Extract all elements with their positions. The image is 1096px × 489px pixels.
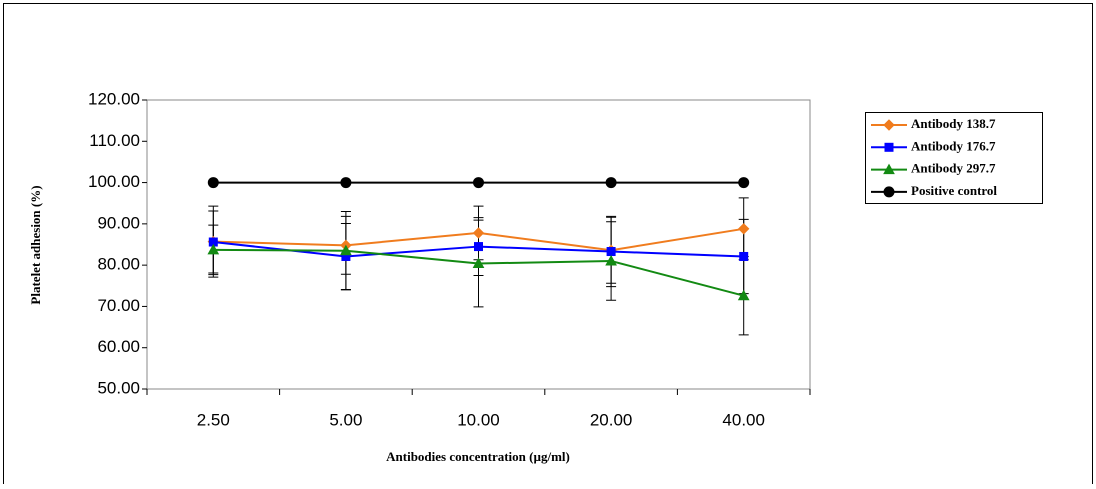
marker (472, 227, 485, 239)
marker (739, 251, 749, 261)
marker (883, 186, 895, 198)
legend-box (865, 112, 1043, 204)
marker (884, 142, 894, 152)
marker (472, 257, 485, 268)
legend-label: Antibody 176.7 (911, 138, 996, 153)
marker (340, 244, 352, 256)
y-tick-label: 80.00 (97, 255, 140, 274)
marker (605, 254, 617, 266)
marker (605, 177, 617, 189)
y-tick-label: 60.00 (97, 337, 140, 356)
x-axis-title: Antibodies concentration (µg/ml) (386, 449, 570, 464)
legend-label: Antibody 297.7 (911, 161, 996, 176)
chart-frame (3, 3, 1093, 489)
marker (606, 247, 616, 257)
y-tick-label: 120.00 (88, 89, 140, 108)
x-tick-label: 20.00 (590, 410, 633, 429)
y-tick-label: 90.00 (97, 213, 140, 232)
y-tick-label: 70.00 (97, 296, 140, 315)
marker (474, 242, 483, 252)
marker (473, 177, 484, 189)
marker (737, 223, 750, 235)
x-tick-label: 5.00 (329, 410, 362, 429)
y-tick-label: 100.00 (88, 172, 140, 191)
marker (883, 163, 895, 175)
legend-label: Antibody 138.7 (911, 116, 996, 131)
x-tick-label: 10.00 (457, 410, 500, 429)
x-tick-label: 2.50 (197, 410, 230, 429)
marker (340, 177, 352, 189)
y-axis-title: Platelet adhesion (%) (28, 185, 43, 304)
y-tick-label: 110.00 (89, 131, 140, 150)
y-tick-label: 50.00 (97, 378, 140, 397)
marker (883, 119, 895, 131)
marker (207, 243, 220, 255)
x-tick-label: 40.00 (722, 410, 765, 429)
marker (738, 177, 750, 189)
marker (207, 177, 219, 189)
marker (737, 289, 750, 301)
legend-label: Positive control (911, 183, 997, 198)
